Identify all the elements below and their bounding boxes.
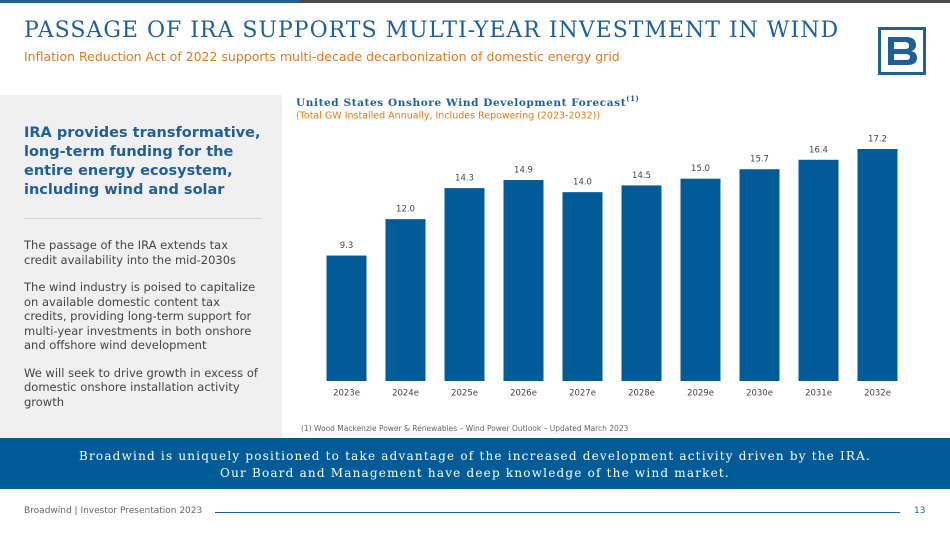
bar — [680, 178, 721, 381]
x-tick-label: 2024e — [392, 389, 419, 399]
bar — [739, 169, 780, 381]
x-tick-label: 2023e — [333, 389, 360, 399]
slide-title: PASSAGE OF IRA SUPPORTS MULTI-YEAR INVES… — [24, 18, 840, 43]
sidebar — [0, 95, 282, 438]
bar — [326, 255, 367, 381]
x-tick-label: 2025e — [451, 389, 478, 399]
bar — [621, 185, 662, 381]
value-label: 15.0 — [691, 164, 710, 174]
bar — [503, 180, 544, 381]
x-tick-label: 2028e — [628, 389, 655, 399]
value-label: 16.4 — [809, 145, 828, 155]
banner-line: Broadwind is uniquely positioned to take… — [78, 449, 872, 463]
top-bar — [300, 0, 950, 3]
logo — [878, 27, 926, 75]
x-tick-label: 2027e — [569, 389, 596, 399]
sidebar-heading: IRA provides transformative, long-term f… — [24, 125, 261, 198]
slide-subtitle: Inflation Reduction Act of 2022 supports… — [24, 49, 620, 64]
page-number: 13 — [914, 506, 926, 516]
value-label: 14.0 — [573, 178, 592, 188]
x-tick-label: 2026e — [510, 389, 537, 399]
x-tick-label: 2031e — [805, 389, 832, 399]
chart-title-text: United States Onshore Wind Development F… — [296, 97, 626, 109]
paragraph: The wind industry is poised to capitaliz… — [24, 280, 256, 352]
bar — [857, 149, 898, 381]
banner — [0, 438, 950, 489]
divider — [24, 218, 262, 219]
top-bar — [0, 0, 300, 3]
banner-text: Broadwind is uniquely positioned to take… — [0, 448, 950, 482]
bar — [798, 159, 839, 381]
paragraph: We will seek to drive growth in excess o… — [24, 365, 258, 409]
x-tick-label: 2029e — [687, 389, 714, 399]
footer-rule — [215, 512, 900, 513]
bar — [444, 188, 485, 381]
chart-footnote: (1) Wood Mackenzie Power & Renewables – … — [301, 424, 629, 433]
x-tick-label: 2030e — [746, 389, 773, 399]
value-label: 9.3 — [340, 241, 354, 251]
footer-text: Broadwind | Investor Presentation 2023 — [24, 506, 203, 516]
chart-title: United States Onshore Wind Development F… — [296, 94, 639, 109]
banner-line: Our Board and Management have deep knowl… — [220, 466, 730, 480]
chart: United States Onshore Wind Development F… — [296, 94, 898, 433]
bar — [562, 192, 603, 381]
chart-subtitle: (Total GW Installed Annually, Includes R… — [296, 111, 600, 122]
value-label: 15.7 — [750, 155, 769, 165]
bar — [385, 219, 426, 381]
value-label: 14.5 — [632, 171, 651, 181]
value-label: 12.0 — [396, 205, 415, 215]
chart-title-note: (1) — [626, 94, 639, 103]
x-tick-label: 2032e — [864, 389, 891, 399]
value-label: 14.9 — [514, 166, 533, 176]
value-label: 14.3 — [455, 174, 474, 184]
paragraph: The passage of the IRA extends tax credi… — [24, 238, 237, 267]
value-label: 17.2 — [868, 135, 887, 145]
sidebar-text: The passage of the IRA extends tax credi… — [24, 238, 262, 422]
